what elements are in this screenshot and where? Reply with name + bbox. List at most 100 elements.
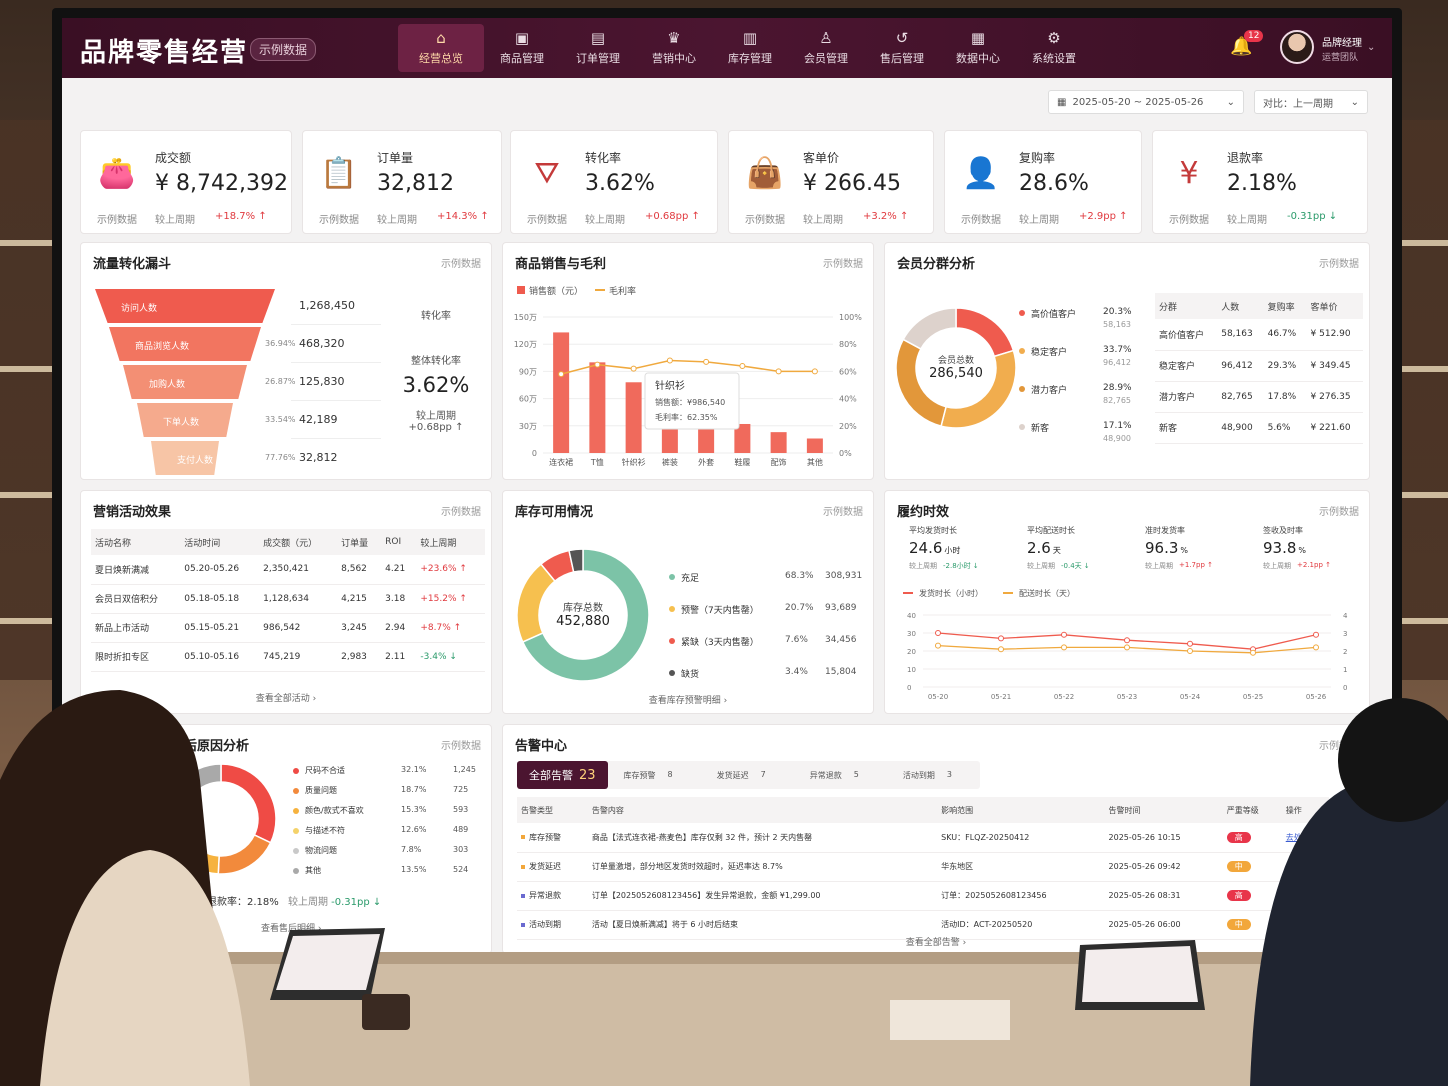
delivery-line-point[interactable] <box>1187 648 1193 654</box>
margin-point[interactable] <box>739 362 746 369</box>
fulfill-metric-delta: +1.7pp ↑ <box>1179 561 1213 569</box>
nav-item-1[interactable]: ⌂ 经营总览 <box>398 24 484 72</box>
sales-bar[interactable] <box>770 432 787 453</box>
kpi-card[interactable]: 👛 成交额 ¥ 8,742,392 示例数据 较上周期 +18.7% ↑ <box>80 130 292 234</box>
alert-tab-2[interactable]: 库存预警 8 <box>608 770 701 781</box>
kpi-delta: +3.2% ↑ <box>863 211 909 222</box>
delivery-line-point[interactable] <box>998 646 1004 653</box>
nav-icon: ▣ <box>514 29 530 47</box>
margin-point[interactable] <box>630 365 637 372</box>
alert-tab-5[interactable]: 活动到期 3 <box>887 770 980 781</box>
nav-item-6[interactable]: ♙ 会员管理 <box>788 24 864 72</box>
view-all-alerts-link[interactable]: 查看全部告警 › <box>905 938 967 948</box>
donut-slice[interactable] <box>568 548 584 573</box>
table-row[interactable]: 库存预警 商品【法式连衣裙-燕麦色】库存仅剩 32 件，预计 2 天内售罄 SKU：… <box>517 823 1329 852</box>
table-row[interactable]: 夏日焕新满减 05.20-05.26 2,350,421 8,562 4.21 +23.6… <box>91 555 485 584</box>
kpi-card[interactable]: 👜 客单价 ¥ 266.45 示例数据 较上周期 +3.2% ↑ <box>728 130 934 234</box>
margin-point[interactable] <box>703 358 710 365</box>
donut-slice[interactable] <box>217 833 272 875</box>
delivery-line-point[interactable] <box>1313 644 1319 651</box>
alert-tab-4[interactable]: 异常退款 5 <box>794 770 887 781</box>
shipping-line-point[interactable] <box>935 630 941 636</box>
alert-type: 库存预警 <box>529 832 561 842</box>
user-name[interactable]: 品牌经理 <box>1322 38 1362 49</box>
handle-link[interactable]: 去处理 <box>1285 832 1310 842</box>
avatar[interactable] <box>1280 30 1314 64</box>
nav-item-5[interactable]: ▥ 库存管理 <box>712 24 788 72</box>
table-cell: ¥ 512.90 <box>1310 329 1351 340</box>
shipping-line-point[interactable] <box>1124 637 1130 644</box>
view-all-activities-link[interactable]: 查看全部活动 › <box>255 694 317 704</box>
margin-point[interactable] <box>594 361 601 368</box>
nav-item-8[interactable]: ▦ 数据中心 <box>940 24 1016 72</box>
chevron-down-icon[interactable]: ⌄ <box>1367 42 1376 53</box>
sales-bar[interactable] <box>553 332 570 453</box>
member-segment-name: 稳定客户 <box>1031 348 1068 358</box>
kpi-card[interactable]: ⛛ 转化率 3.62% 示例数据 较上周期 +0.68pp ↑ <box>510 130 718 234</box>
delivery-line-point[interactable] <box>1061 644 1067 651</box>
table-header: 活动时间 <box>180 529 260 555</box>
table-row[interactable]: 稳定客户 96,412 29.3% ¥ 349.45 <box>1155 350 1363 381</box>
kpi-value: ¥ 266.45 <box>803 171 901 196</box>
table-row[interactable]: 限时折扣专区 05.10-05.16 745,219 2,983 2.11 -3.4% ↓ <box>91 642 485 671</box>
margin-point[interactable] <box>558 371 565 378</box>
sales-bar[interactable] <box>806 438 823 453</box>
margin-point[interactable] <box>666 357 673 364</box>
shipping-line-point[interactable] <box>1061 631 1067 638</box>
table-row[interactable]: 新客 48,900 5.6% ¥ 221.60 <box>1155 412 1363 443</box>
nav-item-7[interactable]: ↺ 售后管理 <box>864 24 940 72</box>
sales-bar[interactable] <box>734 423 751 453</box>
table-header: 严重等级 <box>1222 797 1282 823</box>
table-cell: ¥ 276.35 <box>1310 391 1351 402</box>
nav-item-3[interactable]: ▤ 订单管理 <box>560 24 636 72</box>
table-row[interactable]: 新品上市活动 05.15-05.21 986,542 3,245 2.94 +8.7% ↑ <box>91 613 485 642</box>
alert-tabs: 全部告警 23 库存预警 8 发货延迟 7 异常退款 5 活动到期 3 <box>517 761 980 789</box>
delivery-line-point[interactable] <box>1124 644 1130 651</box>
table-row[interactable]: 会员日双倍积分 05.18-05.18 1,128,634 4,215 3.18 +15.… <box>91 584 485 613</box>
kpi-card[interactable]: 👤 复购率 28.6% 示例数据 较上周期 +2.9pp ↑ <box>944 130 1142 234</box>
table-row[interactable]: 发货延迟 订单量激增，部分地区发货时效超时，延迟率达 8.7% 华东地区 2025-0… <box>517 852 1329 881</box>
kpi-card[interactable]: 📋 订单量 32,812 示例数据 较上周期 +14.3% ↑ <box>302 130 502 234</box>
kpi-card[interactable]: ¥ 退款率 2.18% 示例数据 较上周期 -0.31pp ↓ <box>1152 130 1368 234</box>
table-row[interactable]: 高价值客户 58,163 46.7% ¥ 512.90 <box>1155 319 1363 350</box>
sales-bar[interactable] <box>589 362 606 453</box>
donut-slice[interactable] <box>220 763 277 844</box>
fulfill-metric-cmp: 较上周期 <box>1263 562 1291 570</box>
compare-select[interactable]: 对比：上一周期 ⌄ <box>1254 90 1368 114</box>
alert-tab-3[interactable]: 发货延迟 7 <box>701 770 794 781</box>
delivery-line-point[interactable] <box>1250 649 1256 656</box>
wallet-icon: 👛 <box>98 155 136 191</box>
table-row[interactable]: 潜力客户 82,765 17.8% ¥ 276.35 <box>1155 381 1363 412</box>
margin-point[interactable] <box>775 368 782 375</box>
nav-item-2[interactable]: ▣ 商品管理 <box>484 24 560 72</box>
shipping-line-point[interactable] <box>1313 631 1319 638</box>
sales-bar[interactable] <box>625 382 642 453</box>
donut-slice[interactable] <box>521 548 650 682</box>
x-tick: 05-22 <box>1054 693 1074 701</box>
date-range-picker[interactable]: ▦ 2025-05-20 ~ 2025-05-26 ⌄ <box>1048 90 1244 114</box>
nav-item-4[interactable]: ♛ 营销中心 <box>636 24 712 72</box>
y-tick-left: 90万 <box>519 367 537 376</box>
view-aftersale-link[interactable]: 查看售后明细 › <box>261 924 322 934</box>
shipping-line-point[interactable] <box>998 635 1004 642</box>
alerts-title: 告警中心 <box>515 739 568 754</box>
handle-link[interactable]: 去处理 <box>1285 862 1310 871</box>
y-tick-right: 60% <box>839 367 857 376</box>
y2-tick: 4 <box>1343 612 1348 620</box>
alert-time: 2025-05-26 06:00 <box>1108 920 1181 929</box>
table-row[interactable]: 异常退款 订单【2025052608123456】发生异常退款，金额 ¥1,299… <box>517 881 1329 910</box>
legend-dot <box>293 828 299 834</box>
view-inventory-alerts-link[interactable]: 查看库存预警明细 › <box>648 696 728 706</box>
donut-slice[interactable] <box>902 307 957 350</box>
alert-tab-1[interactable]: 全部告警 23 <box>517 761 608 789</box>
shipping-line-point[interactable] <box>1187 640 1193 647</box>
nav-item-9[interactable]: ⚙ 系统设置 <box>1016 24 1092 72</box>
delivery-line-point[interactable] <box>935 642 941 649</box>
alert-level-cell: 中 <box>1223 910 1282 939</box>
y-tick: 10 <box>907 666 916 674</box>
donut-slice[interactable] <box>955 307 1015 358</box>
funnel-stage-name: 下单人数 <box>163 418 200 428</box>
handle-link[interactable]: 去处理 <box>1285 891 1310 900</box>
margin-point[interactable] <box>811 368 818 375</box>
y-tick-left: 0 <box>532 449 537 458</box>
